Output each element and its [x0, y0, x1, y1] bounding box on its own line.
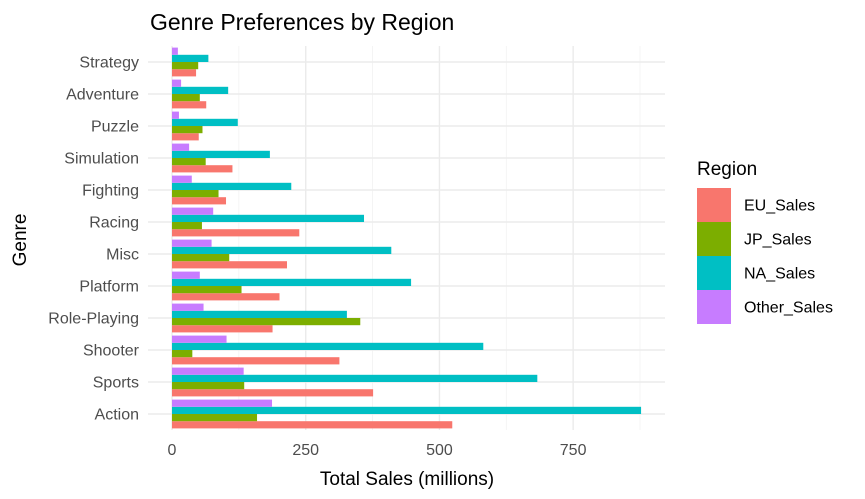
bar-platform-eu-sales: [172, 293, 280, 301]
bar-simulation-eu-sales: [172, 165, 233, 173]
bar-strategy-eu-sales: [172, 69, 197, 77]
x-tick-label: 750: [560, 442, 587, 459]
bar-simulation-jp-sales: [172, 158, 206, 166]
bar-puzzle-other-sales: [172, 111, 179, 119]
bar-platform-jp-sales: [172, 286, 242, 294]
y-tick-labels: Action Sports Shooter Role-Playing Platform M…: [48, 55, 139, 424]
legend-label: JP_Sales: [744, 232, 812, 249]
legend-label: NA_Sales: [744, 266, 815, 283]
bar-action-other-sales: [172, 399, 273, 407]
bar-misc-eu-sales: [172, 261, 287, 269]
y-tick-label: Action: [95, 407, 139, 424]
bar-fighting-other-sales: [172, 175, 192, 183]
bar-strategy-na-sales: [172, 54, 209, 62]
bar-role-playing-other-sales: [172, 303, 204, 311]
x-tick-label: 500: [426, 442, 453, 459]
bar-platform-other-sales: [172, 271, 200, 279]
bar-misc-na-sales: [172, 246, 392, 254]
y-tick-label: Platform: [79, 279, 139, 296]
legend-label: Other_Sales: [744, 300, 833, 317]
bar-role-playing-eu-sales: [172, 325, 273, 333]
bar-sports-na-sales: [172, 374, 538, 382]
y-tick-label: Sports: [93, 375, 139, 392]
y-tick-label: Role-Playing: [48, 311, 139, 328]
legend-key-other-sales: [697, 290, 731, 324]
legend: Region EU_Sales JP_Sales NA_Sales Other_Sal…: [697, 159, 833, 324]
bar-role-playing-jp-sales: [172, 318, 361, 326]
bar-puzzle-na-sales: [172, 118, 238, 126]
y-tick-label: Shooter: [83, 343, 140, 360]
y-tick-label: Puzzle: [91, 119, 139, 136]
bar-puzzle-eu-sales: [172, 133, 199, 141]
bar-action-na-sales: [172, 406, 642, 414]
y-tick-label: Misc: [106, 247, 139, 264]
x-tick-label: 0: [168, 442, 177, 459]
legend-key-jp-sales: [697, 222, 731, 256]
y-tick-label: Strategy: [79, 55, 139, 72]
bar-action-eu-sales: [172, 421, 453, 429]
bar-puzzle-jp-sales: [172, 126, 203, 134]
bar-racing-jp-sales: [172, 222, 202, 230]
bar-fighting-jp-sales: [172, 190, 219, 198]
bar-shooter-na-sales: [172, 342, 484, 350]
bar-misc-jp-sales: [172, 254, 230, 262]
bar-adventure-jp-sales: [172, 94, 200, 102]
bar-shooter-eu-sales: [172, 357, 340, 365]
bar-racing-na-sales: [172, 214, 365, 222]
bar-adventure-other-sales: [172, 79, 182, 87]
x-axis-title: Total Sales (millions): [320, 469, 494, 490]
bar-shooter-other-sales: [172, 335, 227, 343]
x-tick-labels: 0 250 500 750: [168, 442, 587, 459]
legend-title: Region: [697, 159, 757, 180]
bar-sports-jp-sales: [172, 382, 245, 390]
bar-adventure-na-sales: [172, 86, 229, 94]
y-tick-label: Adventure: [66, 87, 139, 104]
bar-shooter-jp-sales: [172, 350, 193, 358]
y-tick-label: Racing: [89, 215, 139, 232]
bar-adventure-eu-sales: [172, 101, 207, 109]
bar-platform-na-sales: [172, 278, 412, 286]
bar-strategy-jp-sales: [172, 62, 199, 70]
bar-role-playing-na-sales: [172, 310, 347, 318]
y-tick-label: Fighting: [82, 183, 139, 200]
legend-key-na-sales: [697, 256, 731, 290]
bar-racing-eu-sales: [172, 229, 300, 237]
bar-fighting-na-sales: [172, 182, 292, 190]
bar-sports-eu-sales: [172, 389, 374, 397]
y-tick-label: Simulation: [64, 151, 139, 168]
bar-strategy-other-sales: [172, 47, 178, 55]
chart-title: Genre Preferences by Region: [150, 9, 454, 35]
x-tick-label: 250: [292, 442, 319, 459]
bar-racing-other-sales: [172, 207, 214, 215]
legend-key-eu-sales: [697, 188, 731, 222]
legend-label: EU_Sales: [744, 198, 815, 215]
bar-misc-other-sales: [172, 239, 212, 247]
bars: [172, 47, 642, 429]
bar-sports-other-sales: [172, 367, 244, 375]
bar-fighting-eu-sales: [172, 197, 227, 205]
y-axis-title: Genre: [10, 214, 31, 267]
bar-action-jp-sales: [172, 414, 258, 422]
bar-simulation-other-sales: [172, 143, 190, 151]
bar-simulation-na-sales: [172, 150, 270, 158]
